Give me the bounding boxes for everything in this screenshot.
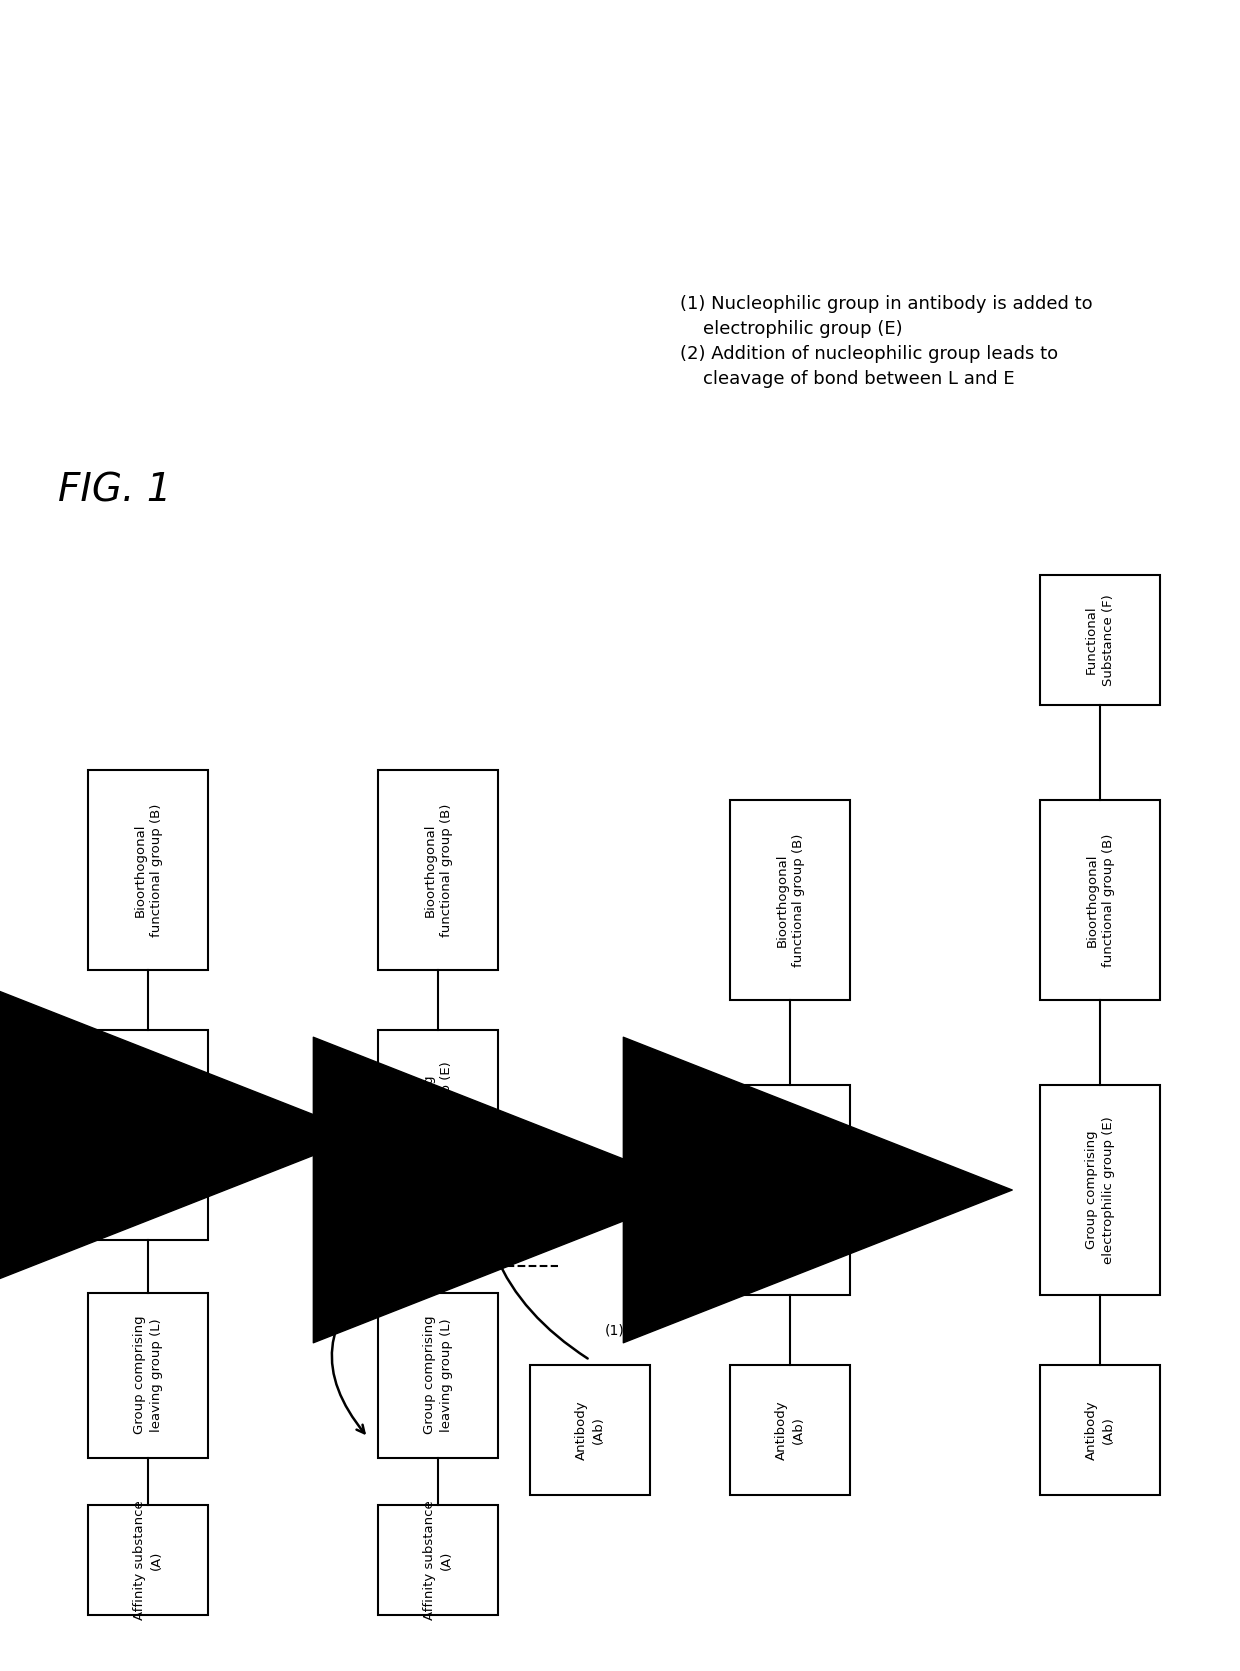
Bar xyxy=(378,1029,498,1240)
Text: Functional
Substance (F): Functional Substance (F) xyxy=(1085,595,1115,685)
Bar xyxy=(88,1506,208,1614)
Text: Group comprising
electrophilic group (E): Group comprising electrophilic group (E) xyxy=(133,1061,162,1208)
Text: Antibody
(Ab): Antibody (Ab) xyxy=(575,1400,605,1460)
Bar xyxy=(378,1506,498,1614)
Text: Group comprising
leaving group (L): Group comprising leaving group (L) xyxy=(423,1315,453,1434)
Bar xyxy=(730,1365,849,1496)
Bar xyxy=(378,770,498,969)
Bar xyxy=(730,800,849,999)
Text: Group comprising
leaving group (L): Group comprising leaving group (L) xyxy=(133,1315,162,1434)
Text: (1) Nucleophilic group in antibody is added to
    electrophilic group (E)
(2) A: (1) Nucleophilic group in antibody is ad… xyxy=(680,296,1092,388)
Bar xyxy=(1040,800,1159,999)
Text: Bioorthogonal
functional group (B): Bioorthogonal functional group (B) xyxy=(423,804,453,937)
Bar xyxy=(88,770,208,969)
Text: (2): (2) xyxy=(339,1247,358,1262)
Bar xyxy=(1040,1365,1159,1496)
Text: Bioorthogonal
functional group (B): Bioorthogonal functional group (B) xyxy=(133,804,162,937)
Bar xyxy=(1040,575,1159,705)
Bar xyxy=(88,1292,208,1457)
Bar xyxy=(529,1365,650,1496)
Bar xyxy=(1040,1084,1159,1295)
Text: Affinity substance
(A): Affinity substance (A) xyxy=(133,1501,162,1619)
Text: Group comprising
electrophilic group (E): Group comprising electrophilic group (E) xyxy=(423,1061,453,1208)
Text: Antibody
(Ab): Antibody (Ab) xyxy=(1085,1400,1115,1460)
Text: Antibody
(Ab): Antibody (Ab) xyxy=(775,1400,805,1460)
Bar xyxy=(378,1292,498,1457)
Text: (1): (1) xyxy=(605,1323,625,1337)
Bar xyxy=(730,1084,849,1295)
Text: Bioorthogonal
functional group (B): Bioorthogonal functional group (B) xyxy=(775,834,805,968)
Text: Affinity substance
(A): Affinity substance (A) xyxy=(423,1501,453,1619)
Text: Group comprising
electrophilic group (E): Group comprising electrophilic group (E) xyxy=(1085,1116,1115,1263)
Text: Group comprising
electrophilic group (E): Group comprising electrophilic group (E) xyxy=(775,1116,805,1263)
Text: Bioorthogonal
functional group (B): Bioorthogonal functional group (B) xyxy=(1085,834,1115,968)
Text: FIG. 1: FIG. 1 xyxy=(58,471,171,510)
Bar xyxy=(88,1029,208,1240)
